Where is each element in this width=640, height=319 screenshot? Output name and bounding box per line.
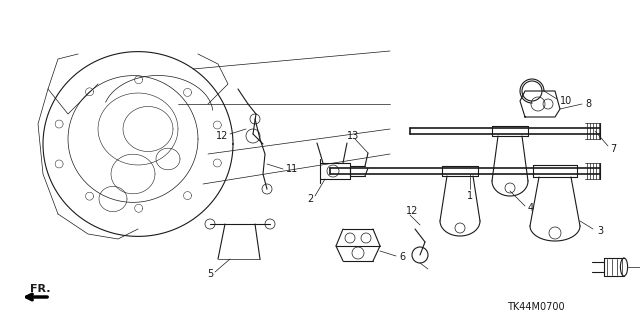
Text: 10: 10 — [560, 96, 572, 106]
Text: 1: 1 — [467, 191, 473, 201]
Text: 5: 5 — [207, 269, 213, 279]
Text: 7: 7 — [610, 144, 616, 154]
Text: TK44M0700: TK44M0700 — [507, 302, 565, 312]
Text: 4: 4 — [528, 203, 534, 213]
Text: 12: 12 — [216, 131, 228, 141]
Text: FR.: FR. — [29, 284, 51, 294]
Text: 11: 11 — [286, 164, 298, 174]
Text: 12: 12 — [406, 206, 418, 216]
Text: 2: 2 — [307, 194, 313, 204]
Text: 8: 8 — [585, 99, 591, 109]
Text: 6: 6 — [399, 252, 405, 262]
Text: 3: 3 — [597, 226, 603, 236]
Text: 13: 13 — [347, 131, 359, 141]
